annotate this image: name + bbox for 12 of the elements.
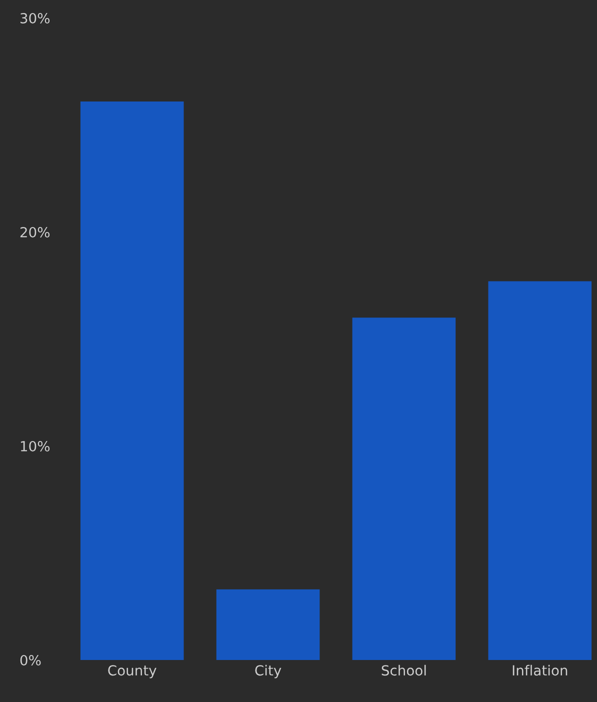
y-tick-label: 20% xyxy=(20,226,50,238)
y-tick-label: 10% xyxy=(20,440,50,452)
bar xyxy=(80,101,184,660)
bar xyxy=(488,281,592,660)
x-tick-label: School xyxy=(382,664,426,676)
x-tick-label: County xyxy=(108,665,156,678)
y-tick-label: 30% xyxy=(20,12,50,24)
y-tick-label: 0% xyxy=(20,654,41,666)
x-tick-label: City xyxy=(255,664,282,678)
x-tick-label: Inflation xyxy=(512,664,568,676)
bar xyxy=(216,589,320,660)
bar xyxy=(352,318,456,660)
